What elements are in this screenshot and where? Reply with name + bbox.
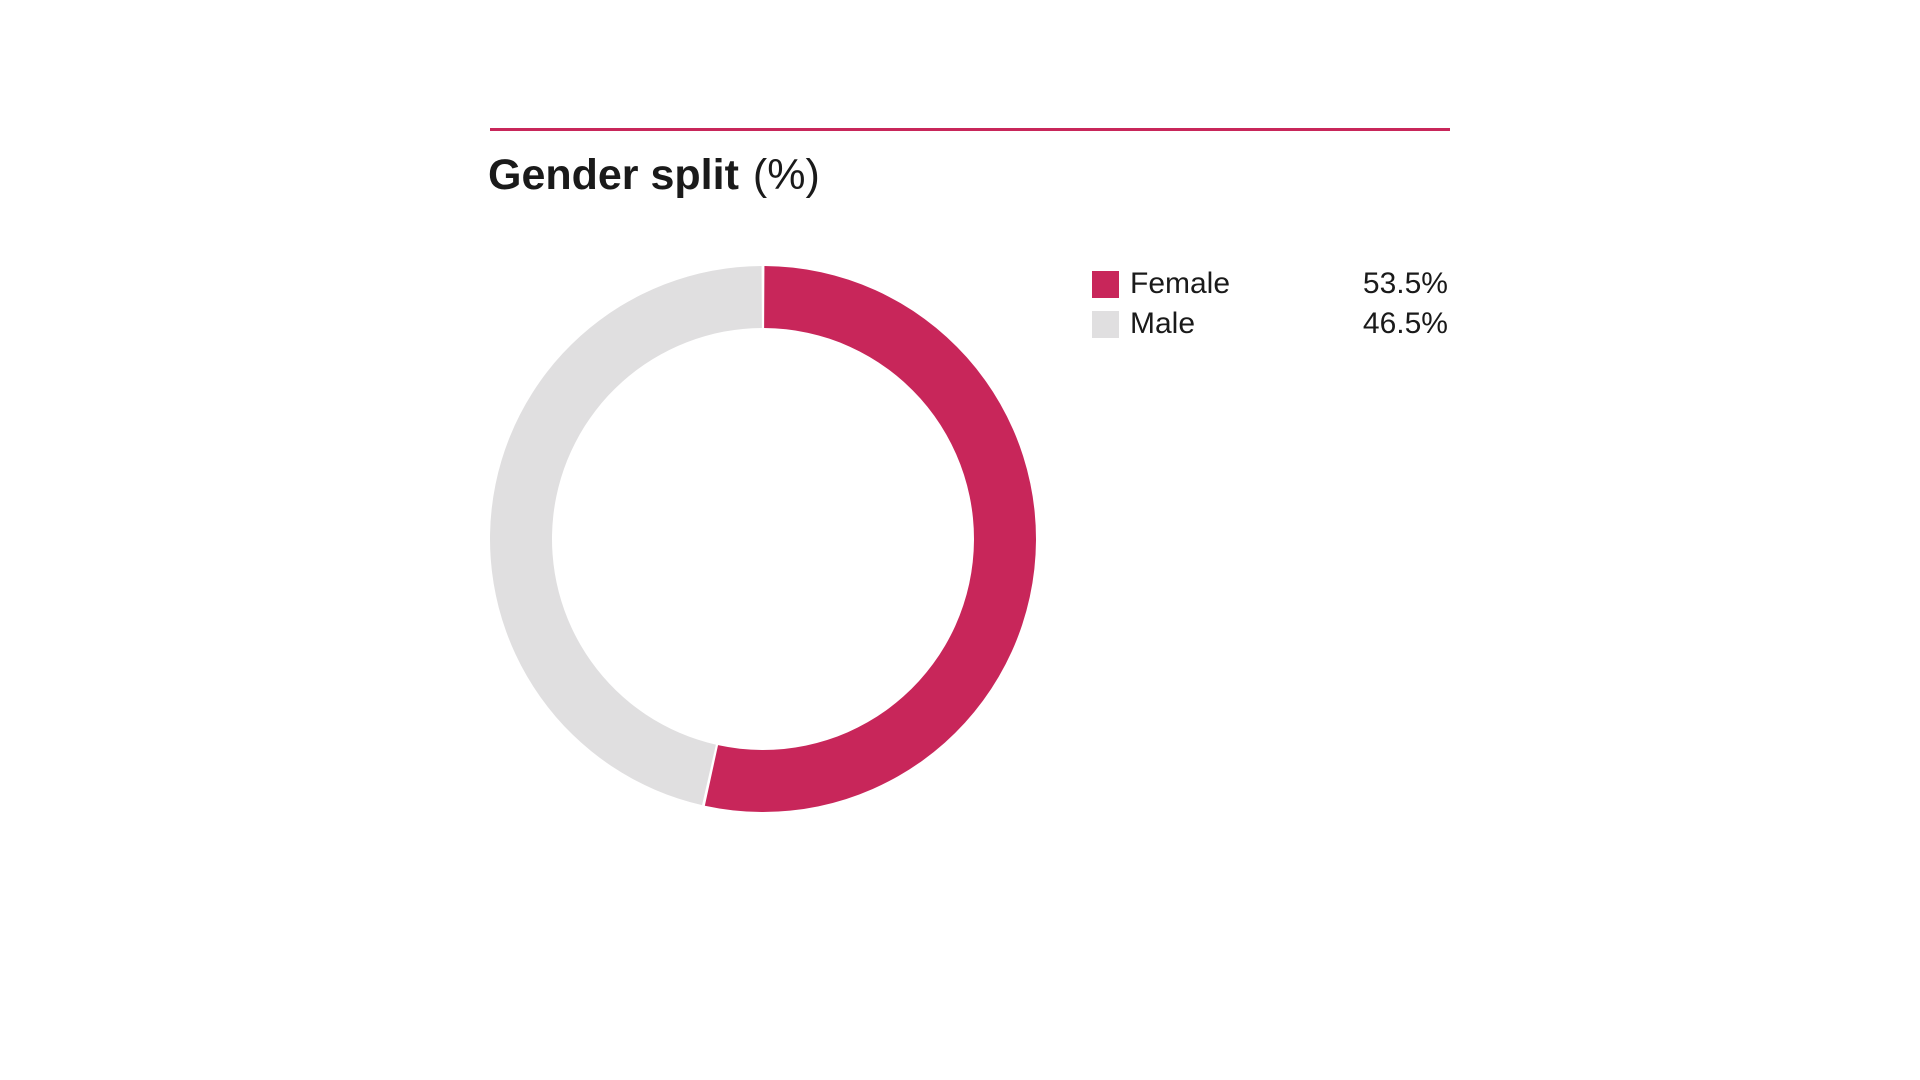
donut-slice-female — [704, 266, 1036, 812]
legend-item-male: Male 46.5% — [1092, 304, 1448, 344]
chart-title: Gender split (%) — [488, 148, 820, 202]
donut-slice-male — [490, 266, 762, 806]
donut-chart — [490, 266, 1036, 812]
legend-label-female: Female — [1130, 267, 1231, 300]
donut-slices — [490, 266, 1036, 812]
legend-value-female: 53.5% — [1362, 267, 1448, 300]
title-rule — [490, 128, 1450, 131]
legend-value-male: 46.5% — [1362, 307, 1448, 340]
legend-swatch-male — [1092, 310, 1119, 338]
legend-label-male: Male — [1130, 307, 1196, 340]
legend-swatch-female — [1092, 270, 1119, 298]
legend-item-female: Female 53.5% — [1092, 264, 1448, 304]
chart-title-unit: (%) — [752, 151, 820, 199]
legend: Female 53.5% Male 46.5% — [1092, 264, 1448, 344]
chart-title-text: Gender split — [488, 151, 739, 199]
